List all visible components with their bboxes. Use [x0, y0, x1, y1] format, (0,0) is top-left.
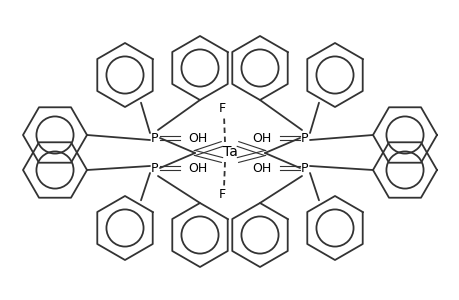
- Text: Ta: Ta: [222, 145, 237, 159]
- Text: F: F: [218, 188, 225, 202]
- Text: F: F: [218, 101, 225, 115]
- Text: OH: OH: [188, 131, 207, 145]
- Text: P: P: [151, 131, 158, 145]
- Text: OH: OH: [252, 131, 271, 145]
- Text: P: P: [151, 161, 158, 175]
- Text: OH: OH: [252, 161, 271, 175]
- Text: P: P: [301, 131, 308, 145]
- Text: P: P: [301, 161, 308, 175]
- Text: OH: OH: [188, 161, 207, 175]
